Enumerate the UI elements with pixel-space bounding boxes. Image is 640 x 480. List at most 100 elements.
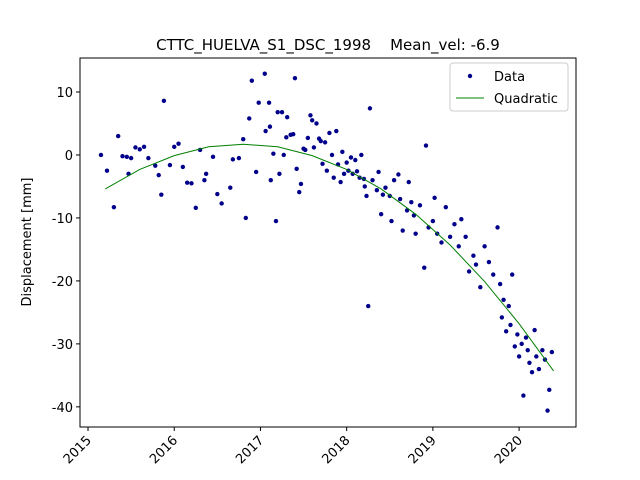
data-point	[318, 138, 324, 144]
x-tick-label: 2016	[147, 433, 181, 467]
data-point	[406, 179, 411, 185]
data-point	[417, 203, 423, 208]
x-tick-label: 2020	[492, 433, 526, 467]
data-point	[314, 121, 319, 126]
data-point	[378, 211, 384, 217]
data-point	[534, 354, 539, 359]
x-tick-label: 2019	[406, 433, 440, 467]
x-tick-label: 2018	[319, 433, 353, 467]
data-point	[228, 185, 233, 190]
data-point	[340, 149, 345, 155]
data-point	[241, 137, 246, 142]
y-tick-label: -30	[52, 338, 73, 353]
y-tick-label: -20	[52, 275, 73, 290]
data-point	[529, 370, 535, 375]
x-tick-label: 2017	[233, 433, 267, 467]
data-point	[348, 155, 354, 160]
data-point	[432, 195, 437, 200]
chart-title: CTTC_HUELVA_S1_DSC_1998 Mean_vel: -6.9	[156, 36, 500, 55]
data-point	[452, 222, 457, 227]
data-point	[128, 155, 134, 161]
data-point	[124, 154, 130, 160]
data-point	[294, 166, 299, 172]
data-point	[495, 225, 500, 230]
data-point	[459, 217, 464, 222]
data-point	[521, 393, 526, 398]
data-point	[159, 192, 164, 197]
data-point	[547, 387, 552, 393]
data-point	[456, 244, 461, 249]
data-point	[284, 135, 289, 140]
data-point	[167, 162, 173, 168]
data-point	[549, 349, 555, 355]
data-point	[519, 341, 524, 347]
y-tick-label: 10	[56, 86, 73, 101]
data-point	[273, 218, 279, 224]
data-point	[447, 234, 453, 240]
legend-label: Quadratic	[494, 92, 558, 107]
data-point	[305, 135, 311, 141]
data-point	[353, 157, 358, 163]
data-point	[137, 147, 142, 152]
data-point	[391, 177, 397, 183]
data-point	[396, 172, 401, 177]
data-point	[193, 205, 198, 211]
data-point	[516, 354, 522, 359]
data-point	[324, 168, 330, 173]
data-point	[506, 303, 511, 309]
data-point	[297, 189, 302, 195]
data-point	[512, 344, 517, 349]
data-point	[266, 100, 272, 105]
data-point	[383, 185, 388, 190]
data-point	[111, 205, 117, 210]
data-point	[215, 191, 220, 197]
data-point	[161, 98, 167, 104]
data-point	[146, 155, 151, 161]
data-point	[141, 144, 147, 149]
data-point	[482, 244, 487, 249]
data-point	[284, 114, 290, 120]
data-point	[262, 71, 267, 76]
data-point	[374, 188, 380, 193]
data-point	[176, 141, 181, 146]
data-point	[263, 128, 268, 134]
data-point	[532, 327, 537, 333]
data-point	[334, 128, 339, 134]
data-point	[322, 140, 328, 145]
data-point	[275, 109, 280, 115]
data-point	[510, 272, 515, 277]
data-point	[486, 259, 492, 265]
plot-frame	[79, 57, 577, 428]
data-point	[236, 155, 242, 161]
data-point	[338, 179, 343, 185]
data-point	[397, 196, 403, 202]
data-point	[277, 171, 282, 177]
data-point	[376, 169, 381, 175]
data-point	[366, 303, 371, 309]
data-point	[184, 180, 190, 185]
data-point	[423, 143, 429, 148]
data-point	[344, 160, 349, 165]
data-point	[311, 145, 317, 150]
data-point	[501, 297, 506, 303]
data-point	[430, 218, 436, 224]
data-point	[268, 177, 273, 183]
data-point	[230, 157, 236, 162]
data-point	[389, 218, 394, 224]
data-point	[320, 161, 325, 166]
y-tick-label: -40	[52, 401, 73, 416]
data-point	[180, 164, 186, 170]
data-point	[359, 152, 364, 158]
data-point	[104, 168, 110, 173]
data-point	[471, 253, 476, 258]
data-point	[247, 116, 252, 121]
data-point	[499, 315, 505, 320]
data-point	[354, 169, 360, 174]
data-point	[497, 281, 503, 287]
data-point	[156, 172, 161, 178]
data-point	[473, 262, 479, 267]
data-point	[413, 231, 418, 236]
data-point	[367, 106, 373, 111]
data-point	[120, 154, 125, 159]
